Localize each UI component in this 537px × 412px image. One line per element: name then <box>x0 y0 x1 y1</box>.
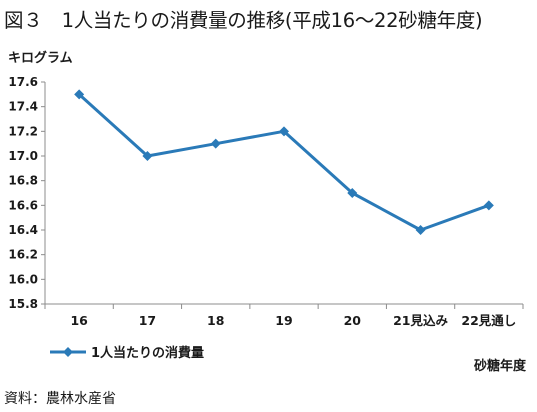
y-tick-label: 17.4 <box>8 100 38 114</box>
y-tick-label: 17.2 <box>8 124 38 138</box>
legend-label: 1人当たりの消費量 <box>91 345 204 361</box>
data-point-marker <box>210 138 221 149</box>
series-line <box>78 93 490 232</box>
x-tick-label: 22見通し <box>461 313 516 328</box>
y-axis-label: キログラム <box>8 50 73 66</box>
x-axis-label: 砂糖年度 <box>473 358 527 374</box>
y-tick-label: 16.4 <box>8 223 38 237</box>
y-tick-label: 16.2 <box>8 248 38 262</box>
x-tick-labels: 16 17 18 19 20 21見込み 22見通し <box>70 313 516 328</box>
data-point-marker <box>415 225 426 235</box>
x-tick-label: 17 <box>139 313 156 328</box>
y-tick-label: 15.8 <box>8 297 38 311</box>
data-point-marker <box>483 200 494 211</box>
y-tick-label: 17.0 <box>8 149 38 163</box>
x-tick-label: 18 <box>207 313 224 328</box>
x-tick-label: 16 <box>70 313 88 328</box>
y-tick-label: 16.8 <box>8 174 38 188</box>
source-note: 資料：農林水産省 <box>4 391 116 407</box>
x-tick-label: 21見込み <box>393 313 448 328</box>
data-point-marker <box>74 89 85 100</box>
legend-swatch-marker <box>63 347 73 357</box>
x-tick-label: 19 <box>275 313 292 328</box>
legend: 1人当たりの消費量 <box>50 345 204 361</box>
data-point-marker <box>347 188 358 198</box>
data-point-marker <box>142 151 153 161</box>
data-point-marker <box>279 126 289 137</box>
series-layer <box>74 89 494 235</box>
y-tick-label: 16.0 <box>8 272 38 286</box>
chart-title: 図３ 1人当たりの消費量の推移(平成16～22砂糖年度) <box>4 9 483 32</box>
y-tick-labels: 15.8 16.0 16.2 16.4 16.6 16.8 17.0 17.2 17.4 17.6 <box>8 75 38 311</box>
y-tick-label: 17.6 <box>8 75 38 89</box>
y-tick-label: 16.6 <box>8 198 38 212</box>
axes <box>41 81 524 309</box>
x-tick-label: 20 <box>344 313 362 328</box>
